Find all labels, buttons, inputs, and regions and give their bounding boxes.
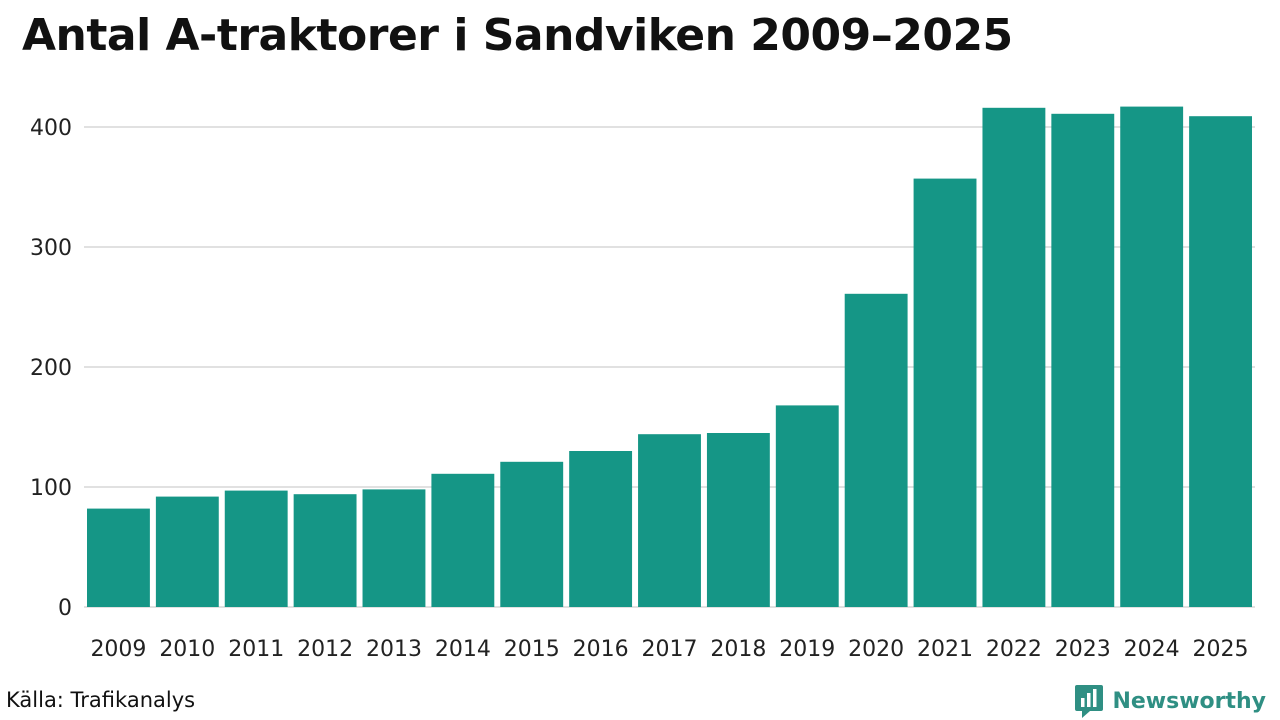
x-tick-label: 2018 bbox=[710, 637, 766, 662]
x-tick-label: 2023 bbox=[1055, 637, 1111, 662]
y-tick-label: 200 bbox=[30, 356, 72, 381]
brand-logo[interactable]: Newsworthy bbox=[1074, 683, 1266, 719]
y-tick-label: 100 bbox=[30, 476, 72, 501]
brand-name: Newsworthy bbox=[1112, 688, 1266, 714]
x-tick-label: 2009 bbox=[90, 637, 146, 662]
bar-2024[interactable] bbox=[1120, 106, 1184, 607]
bar-2016[interactable] bbox=[569, 451, 633, 607]
x-tick-label: 2021 bbox=[917, 637, 973, 662]
bar-2009[interactable] bbox=[87, 508, 150, 607]
x-tick-label: 2020 bbox=[848, 637, 904, 662]
x-tick-label: 2014 bbox=[435, 637, 491, 662]
bars bbox=[87, 106, 1252, 608]
y-tick-label: 400 bbox=[30, 116, 72, 141]
bar-2011[interactable] bbox=[224, 490, 288, 607]
x-tick-label: 2013 bbox=[366, 637, 422, 662]
bar-2020[interactable] bbox=[844, 293, 908, 607]
bar-2015[interactable] bbox=[500, 461, 564, 607]
bar-2022[interactable] bbox=[982, 107, 1046, 608]
bar-2025[interactable] bbox=[1189, 116, 1252, 607]
x-tick-label: 2012 bbox=[297, 637, 353, 662]
x-tick-label: 2011 bbox=[228, 637, 284, 662]
y-tick-label: 300 bbox=[30, 236, 72, 261]
bar-2017[interactable] bbox=[638, 434, 701, 607]
bar-2014[interactable] bbox=[431, 473, 495, 607]
x-axis-ticks: 2009 2010 2011 2012 2013 2014 2015 2016 2017 2018… bbox=[90, 637, 1248, 662]
source-note: Källa: Trafikanalys bbox=[6, 688, 196, 712]
x-tick-label: 2010 bbox=[159, 637, 215, 662]
x-tick-label: 2016 bbox=[573, 637, 629, 662]
x-tick-label: 2024 bbox=[1124, 637, 1180, 662]
bar-2010[interactable] bbox=[155, 496, 219, 607]
chart-title: Antal A-traktorer i Sandviken 2009–2025 bbox=[22, 10, 1013, 61]
bar-2019[interactable] bbox=[775, 405, 839, 607]
x-tick-label: 2025 bbox=[1193, 637, 1249, 662]
bar-2021[interactable] bbox=[913, 178, 977, 607]
x-tick-label: 2015 bbox=[504, 637, 560, 662]
bar-2018[interactable] bbox=[706, 433, 770, 607]
x-tick-label: 2017 bbox=[642, 637, 698, 662]
x-tick-label: 2019 bbox=[779, 637, 835, 662]
y-tick-label: 0 bbox=[58, 596, 72, 621]
bar-2012[interactable] bbox=[293, 494, 357, 607]
bar-2023[interactable] bbox=[1051, 113, 1115, 608]
y-axis-ticks: 0 100 200 300 400 bbox=[30, 116, 72, 621]
newsworthy-logo-icon bbox=[1075, 685, 1104, 718]
x-tick-label: 2022 bbox=[986, 637, 1042, 662]
bar-2013[interactable] bbox=[362, 489, 426, 607]
